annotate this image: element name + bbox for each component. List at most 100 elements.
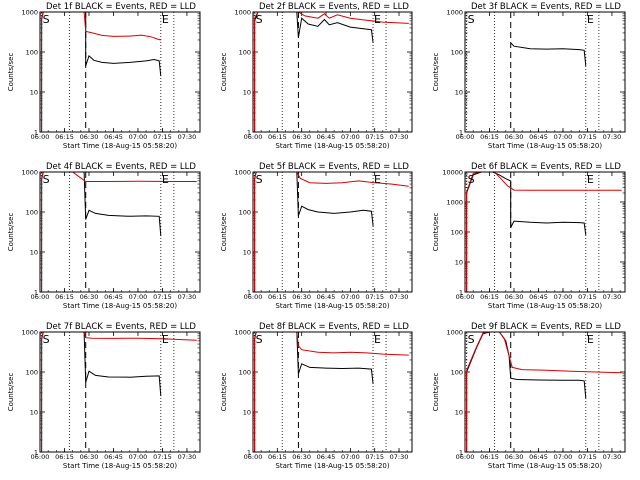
y-tick-label: 1000 bbox=[446, 329, 463, 337]
x-axis-label: Start Time (18-Aug-15 05:58:20) bbox=[63, 142, 177, 150]
plot-frame bbox=[252, 171, 413, 293]
x-tick-label: 06:30 bbox=[80, 453, 99, 461]
panel-title: Det 8f BLACK = Events, RED = LLD bbox=[259, 322, 409, 332]
y-tick-label: 100 bbox=[451, 49, 463, 57]
marker-s: S bbox=[43, 173, 50, 186]
panel-det-1: Det 1f BLACK = Events, RED = LLD Counts/s… bbox=[7, 2, 201, 150]
plot-frame bbox=[39, 11, 201, 133]
y-tick-label: 1000 bbox=[21, 169, 38, 177]
plot-frame bbox=[464, 171, 626, 293]
x-tick-label: 07:00 bbox=[129, 133, 148, 141]
y-tick-label: 1 bbox=[459, 289, 463, 297]
plot-area bbox=[41, 172, 197, 292]
panel-det-6: Det 6f BLACK = Events, RED = LLD Counts/s… bbox=[432, 162, 626, 310]
marker-e: E bbox=[374, 333, 381, 346]
marker-s: S bbox=[43, 13, 50, 26]
x-tick-label: 06:30 bbox=[292, 133, 311, 141]
x-tick-label: 07:15 bbox=[365, 133, 384, 141]
x-tick-label: 06:00 bbox=[31, 293, 50, 301]
x-tick-label: 06:15 bbox=[55, 133, 74, 141]
panel-det-7: Det 7f BLACK = Events, RED = LLD Counts/s… bbox=[7, 322, 201, 470]
x-tick-label: 07:30 bbox=[390, 293, 409, 301]
series-lld-line bbox=[41, 172, 197, 292]
x-tick-label: 07:15 bbox=[578, 133, 597, 141]
x-tick-label: 06:15 bbox=[268, 133, 287, 141]
y-tick-label: 1 bbox=[34, 449, 38, 457]
y-tick-label: 1 bbox=[247, 449, 251, 457]
x-tick-label: 07:00 bbox=[341, 453, 360, 461]
x-tick-label: 07:30 bbox=[603, 133, 622, 141]
x-tick-label: 06:15 bbox=[480, 453, 499, 461]
plot-frame bbox=[39, 331, 201, 453]
x-tick-label: 07:00 bbox=[129, 453, 148, 461]
x-axis-label: Start Time (18-Aug-15 05:58:20) bbox=[63, 462, 177, 470]
y-tick-label: 1000 bbox=[21, 9, 38, 17]
x-tick-label: 07:15 bbox=[153, 453, 172, 461]
x-tick-label: 06:00 bbox=[31, 453, 50, 461]
y-tick-label: 1000 bbox=[446, 9, 463, 17]
x-tick-label: 07:15 bbox=[578, 293, 597, 301]
y-axis-label: Counts/sec bbox=[432, 213, 440, 252]
x-tick-label: 06:00 bbox=[244, 133, 263, 141]
x-tick-label: 07:15 bbox=[153, 293, 172, 301]
y-tick-label: 1 bbox=[247, 289, 251, 297]
marker-s: S bbox=[256, 13, 263, 26]
x-tick-label: 06:00 bbox=[456, 133, 475, 141]
x-tick-label: 07:00 bbox=[341, 293, 360, 301]
series-lld-line bbox=[254, 12, 409, 132]
x-tick-label: 06:00 bbox=[31, 133, 50, 141]
x-tick-label: 07:15 bbox=[365, 293, 384, 301]
x-tick-label: 06:45 bbox=[104, 133, 123, 141]
y-tick-label: 10 bbox=[30, 409, 38, 417]
x-axis-label: Start Time (18-Aug-15 05:58:20) bbox=[63, 302, 177, 310]
x-tick-label: 06:30 bbox=[80, 133, 99, 141]
y-axis-label: Counts/sec bbox=[7, 373, 15, 412]
panel-title: Det 3f BLACK = Events, RED = LLD bbox=[471, 2, 621, 12]
plot-area bbox=[41, 12, 175, 132]
x-tick-label: 06:45 bbox=[317, 453, 336, 461]
x-tick-label: 06:30 bbox=[505, 133, 524, 141]
x-tick-label: 07:00 bbox=[554, 453, 573, 461]
y-tick-label: 10 bbox=[243, 409, 251, 417]
panel-title: Det 7f BLACK = Events, RED = LLD bbox=[46, 322, 196, 332]
series-lld-line bbox=[41, 12, 161, 132]
x-tick-label: 07:15 bbox=[578, 453, 597, 461]
panel-det-3: Det 3f BLACK = Events, RED = LLD Counts/s… bbox=[432, 2, 626, 150]
y-tick-label: 1 bbox=[34, 129, 38, 137]
y-axis-label: Counts/sec bbox=[7, 213, 15, 252]
x-tick-label: 07:15 bbox=[365, 453, 384, 461]
x-tick-label: 06:45 bbox=[104, 453, 123, 461]
x-tick-label: 06:45 bbox=[317, 133, 336, 141]
panel-title: Det 5f BLACK = Events, RED = LLD bbox=[259, 162, 409, 172]
marker-e: E bbox=[587, 13, 594, 26]
y-tick-label: 10 bbox=[30, 249, 38, 257]
series-lld-line bbox=[41, 332, 197, 452]
y-tick-label: 10 bbox=[243, 89, 251, 97]
x-tick-label: 06:15 bbox=[480, 133, 499, 141]
series-events-line bbox=[466, 172, 587, 292]
plot-area bbox=[41, 332, 197, 452]
y-tick-label: 1000 bbox=[446, 199, 463, 207]
series-events-line bbox=[254, 332, 374, 452]
x-tick-label: 07:00 bbox=[554, 133, 573, 141]
x-tick-label: 06:00 bbox=[456, 293, 475, 301]
marker-s: S bbox=[468, 13, 475, 26]
x-tick-label: 07:15 bbox=[153, 133, 172, 141]
series-lld-line bbox=[466, 172, 622, 292]
x-tick-label: 07:30 bbox=[390, 453, 409, 461]
x-tick-label: 07:00 bbox=[129, 293, 148, 301]
x-axis-label: Start Time (18-Aug-15 05:58:20) bbox=[275, 462, 389, 470]
series-events-line bbox=[254, 12, 374, 132]
panel-title: Det 2f BLACK = Events, RED = LLD bbox=[259, 2, 409, 12]
x-tick-label: 06:45 bbox=[317, 293, 336, 301]
x-tick-label: 06:15 bbox=[55, 453, 74, 461]
plot-frame bbox=[464, 331, 626, 453]
series-lld-line bbox=[254, 332, 409, 452]
y-tick-label: 100 bbox=[451, 229, 463, 237]
y-tick-label: 100 bbox=[26, 209, 38, 217]
x-tick-label: 07:00 bbox=[554, 293, 573, 301]
y-tick-label: 10000 bbox=[442, 169, 463, 177]
x-tick-label: 07:30 bbox=[178, 133, 197, 141]
x-tick-label: 06:00 bbox=[244, 293, 263, 301]
panel-det-9: Det 9f BLACK = Events, RED = LLD Counts/s… bbox=[432, 322, 626, 470]
